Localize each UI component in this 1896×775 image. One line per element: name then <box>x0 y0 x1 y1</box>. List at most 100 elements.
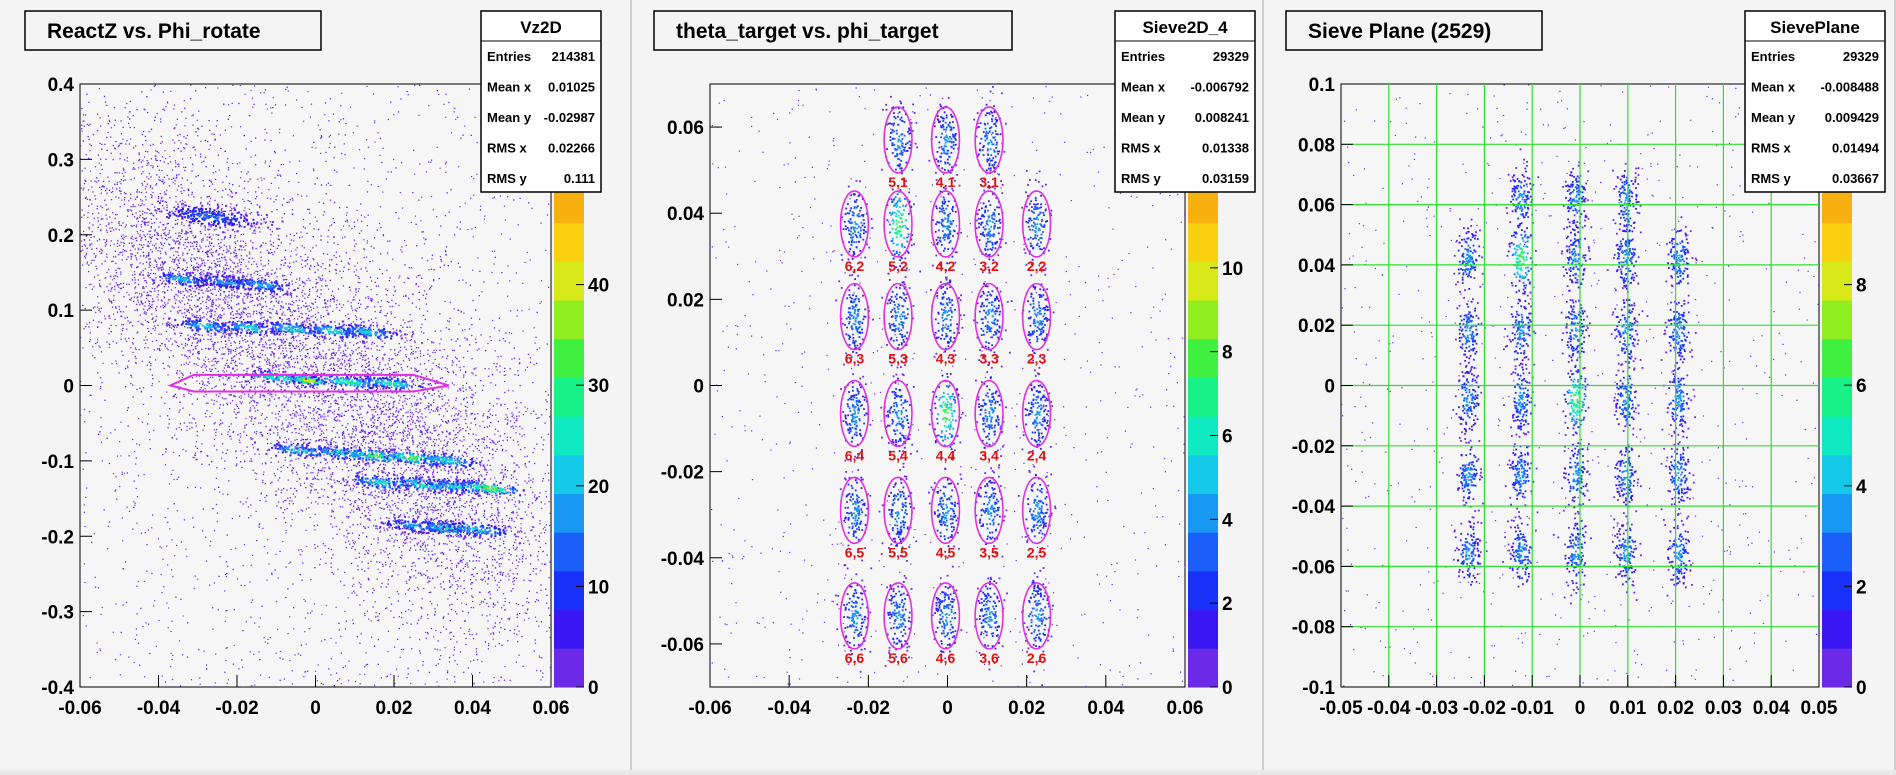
data-point <box>410 682 412 684</box>
data-point <box>395 392 398 394</box>
data-point <box>420 378 422 381</box>
data-point <box>400 363 402 366</box>
data-point <box>158 169 160 171</box>
data-point <box>148 361 151 363</box>
data-point <box>455 418 457 420</box>
data-point <box>181 343 183 345</box>
data-point <box>147 423 149 425</box>
data-point <box>329 394 331 396</box>
data-point <box>405 610 407 613</box>
data-point <box>455 580 457 582</box>
data-point <box>86 252 88 254</box>
data-point <box>433 399 435 401</box>
data-point <box>208 296 211 298</box>
data-point <box>355 342 358 345</box>
data-point <box>271 370 274 372</box>
data-point <box>183 422 185 424</box>
data-point <box>500 404 502 407</box>
data-point <box>259 274 261 277</box>
data-point <box>305 423 308 425</box>
data-point <box>308 406 310 408</box>
data-point <box>108 268 110 271</box>
data-point <box>332 369 334 371</box>
data-point <box>196 287 198 289</box>
data-point <box>134 638 136 640</box>
data-point <box>545 524 547 526</box>
data-point <box>120 271 122 273</box>
data-point <box>389 366 391 369</box>
data-point <box>425 429 427 431</box>
data-point <box>424 497 426 499</box>
data-point <box>238 185 240 187</box>
data-point <box>153 266 155 269</box>
data-point <box>292 366 294 368</box>
data-point <box>383 325 385 327</box>
data-point <box>367 373 369 375</box>
data-point <box>179 238 182 241</box>
data-point <box>137 247 139 249</box>
data-point <box>168 269 171 271</box>
data-point <box>355 428 358 430</box>
data-point <box>198 289 200 291</box>
data-point <box>522 555 524 558</box>
data-point <box>365 664 367 666</box>
data-point <box>182 374 184 376</box>
data-point <box>205 416 207 418</box>
data-point <box>329 134 331 136</box>
data-point <box>206 664 208 666</box>
data-point <box>176 373 178 375</box>
data-point <box>194 454 196 456</box>
data-point <box>180 215 182 217</box>
data-point <box>134 287 136 289</box>
data-point <box>303 120 305 122</box>
data-point <box>110 240 112 242</box>
data-point <box>268 189 270 191</box>
data-point <box>304 297 306 299</box>
data-point <box>462 387 464 389</box>
data-point <box>280 471 282 473</box>
data-point <box>368 456 370 458</box>
data-point <box>227 306 229 308</box>
data-point <box>316 474 318 476</box>
data-point <box>504 340 506 342</box>
data-point <box>176 237 178 240</box>
data-point <box>198 352 200 355</box>
data-point <box>309 288 311 290</box>
data-point <box>452 420 454 422</box>
data-point <box>149 307 151 309</box>
data-point <box>355 288 357 290</box>
data-point <box>153 429 155 432</box>
data-point <box>315 440 317 442</box>
data-point <box>270 182 272 184</box>
data-point <box>150 165 152 167</box>
data-point <box>317 124 319 126</box>
data-point <box>229 376 231 378</box>
data-point <box>322 306 324 309</box>
data-point <box>265 305 268 307</box>
data-point <box>230 235 232 237</box>
data-point <box>449 438 451 440</box>
data-point <box>292 344 294 346</box>
data-point <box>268 279 271 282</box>
data-point <box>236 294 239 297</box>
data-point <box>249 213 251 215</box>
data-point <box>387 651 389 653</box>
data-point <box>382 563 384 565</box>
data-point <box>246 293 248 295</box>
data-point <box>272 389 275 391</box>
data-point <box>212 234 214 236</box>
data-point <box>315 147 317 149</box>
data-point <box>381 340 383 342</box>
data-point <box>208 245 210 247</box>
data-point <box>377 686 379 687</box>
data-point <box>232 431 234 433</box>
data-point <box>194 274 196 276</box>
data-point <box>320 289 322 291</box>
data-point <box>377 615 379 617</box>
data-point <box>290 296 293 298</box>
data-point <box>250 437 252 439</box>
data-point <box>439 343 441 345</box>
data-point <box>286 362 289 364</box>
data-point <box>260 312 262 315</box>
data-point <box>423 354 425 357</box>
